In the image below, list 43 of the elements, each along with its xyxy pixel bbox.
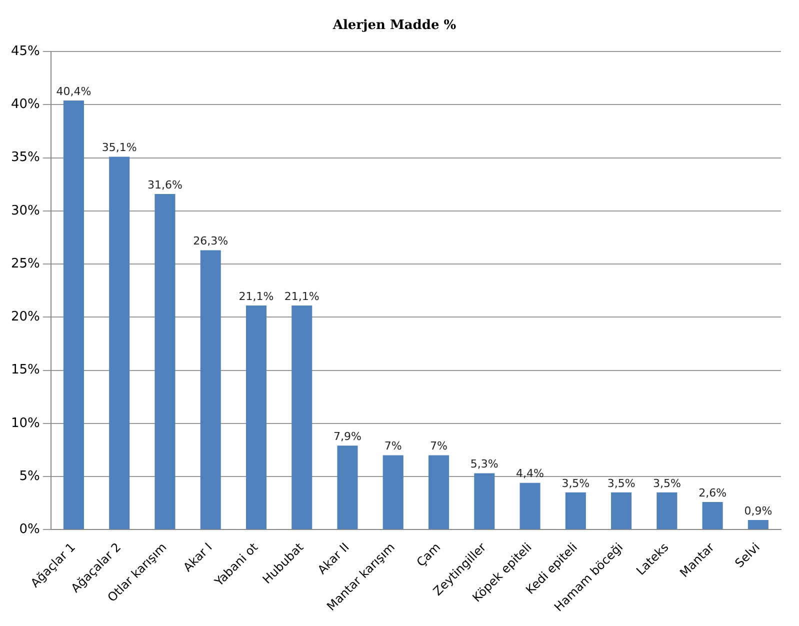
data-label: 2,6% (698, 486, 727, 500)
data-label: 4,4% (516, 467, 544, 480)
data-label: 5,3% (470, 458, 498, 471)
bar (63, 100, 84, 530)
bar (246, 305, 267, 530)
data-label: 26,3% (193, 234, 228, 248)
data-label: 7% (384, 440, 402, 453)
y-tick-label: 5% (19, 468, 40, 484)
chart-title: Alerjen Madde % (332, 18, 457, 34)
bar (565, 492, 586, 530)
y-tick-label: 15% (10, 362, 40, 378)
bar (520, 482, 540, 530)
bar (428, 455, 450, 530)
bar (292, 305, 312, 530)
y-tick-label: 35% (10, 150, 40, 166)
data-label: 3,5% (652, 476, 681, 490)
y-tick-label: 25% (10, 256, 40, 272)
bar (611, 492, 632, 530)
bar (337, 446, 358, 530)
data-label: 31,6% (147, 178, 182, 192)
y-tick-label: 30% (10, 203, 40, 218)
data-label: 21,1% (284, 290, 320, 303)
bar (748, 520, 768, 530)
bar (656, 492, 678, 530)
bar (109, 156, 130, 530)
data-label: 3,5% (607, 476, 636, 490)
data-label: 40,4% (56, 84, 92, 98)
data-label: 7,9% (334, 430, 362, 444)
bar (474, 473, 495, 530)
y-tick-label: 45% (10, 44, 40, 59)
data-label: 3,5% (562, 476, 590, 490)
bar (200, 250, 221, 530)
y-tick-label: 0% (19, 522, 40, 537)
data-label: 21,1% (238, 290, 274, 303)
bar (702, 502, 723, 530)
data-label: 0,9% (744, 504, 772, 518)
bar (154, 194, 176, 530)
data-label: 35,1% (102, 141, 137, 154)
data-label: 7% (430, 440, 448, 453)
y-tick-label: 40% (10, 97, 40, 112)
y-tick-label: 10% (10, 416, 40, 431)
bar (382, 455, 404, 530)
y-tick-label: 20% (10, 310, 40, 325)
